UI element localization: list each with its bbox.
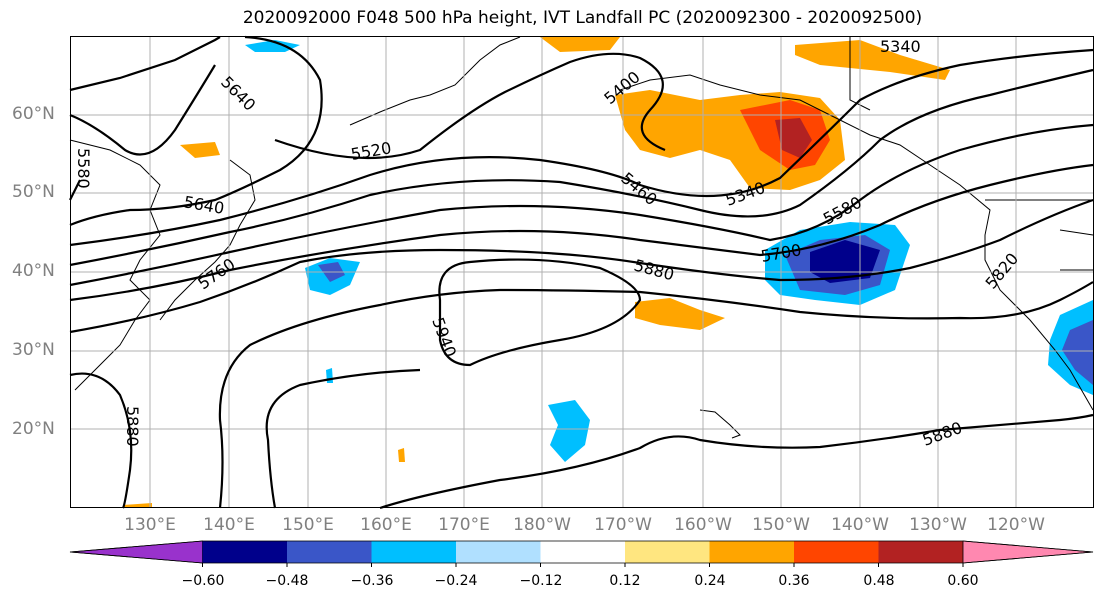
lon-label: 150°E [282, 515, 334, 535]
lon-label: 180°W [513, 515, 571, 535]
colorbar-tick-label: 0.36 [778, 573, 810, 589]
coastline [159, 159, 256, 321]
contour-line [218, 281, 1094, 509]
shade-area [775, 118, 812, 158]
coastlines [69, 36, 1094, 439]
contour-line [69, 64, 216, 156]
map-frame [70, 36, 1094, 508]
shade-area [1062, 320, 1093, 385]
contour-label: 5640 [217, 72, 259, 114]
contour-line [69, 372, 133, 509]
contour-label: 5640 [182, 192, 225, 218]
colorbar-swatch [625, 541, 710, 563]
colorbar-tick-label: −0.24 [434, 573, 478, 589]
lat-label: 50°N [12, 182, 55, 202]
shade-area [180, 142, 220, 158]
contour-label: 5580 [74, 148, 93, 189]
height-contours [69, 35, 1094, 510]
contour-label: 5340 [880, 37, 921, 56]
contour-label: 5460 [617, 169, 660, 210]
colorbar-tick-label: 0.24 [694, 573, 726, 589]
contour-line [69, 35, 323, 227]
coastline [69, 139, 161, 391]
contour-label: 5340 [723, 178, 768, 210]
contour-line [69, 36, 221, 92]
colorbar-swatch [709, 541, 795, 563]
lon-label: 160°W [674, 515, 732, 535]
colorbar-swatch [287, 541, 372, 563]
shade-area [795, 40, 950, 80]
lat-label: 30°N [12, 340, 55, 360]
lon-label: 140°E [203, 515, 255, 535]
coastline [619, 74, 1094, 411]
colorbar-swatch [371, 541, 457, 563]
colorbar-swatch [540, 541, 626, 563]
lat-label: 40°N [12, 261, 55, 281]
contour-label: 5880 [123, 406, 142, 447]
shade-area [245, 40, 300, 52]
contour-line [265, 368, 421, 509]
lon-label: 130°E [124, 515, 176, 535]
lon-label: 170°E [438, 515, 490, 535]
shade-area [540, 37, 620, 52]
colorbar-tick-label: 0.12 [609, 573, 641, 589]
lat-label: 60°N [12, 104, 55, 124]
colorbar-swatch [878, 541, 964, 563]
lon-label: 120°W [987, 515, 1045, 535]
colorbar-tick-label: 0.48 [863, 573, 895, 589]
colorbar-swatch [202, 541, 288, 563]
contour-line [69, 198, 1094, 334]
contour-line [69, 68, 1094, 267]
coastline [699, 409, 741, 439]
contour-line [69, 123, 1094, 287]
contour-line [379, 413, 1094, 510]
coastline [349, 36, 521, 126]
contour-line [438, 258, 642, 367]
map-title: 2020092000 F048 500 hPa height, IVT Land… [242, 8, 923, 28]
shade-area [635, 298, 725, 330]
contour-line [274, 52, 666, 160]
colorbar-tick-label: 0.60 [947, 573, 979, 589]
shade-area [398, 448, 405, 462]
colorbar-tick-label: −0.48 [265, 573, 309, 589]
border [849, 37, 871, 111]
shade-area [123, 503, 152, 508]
contour-line [69, 179, 81, 201]
shade-area [548, 400, 590, 462]
lon-label: 140°W [831, 515, 889, 535]
colorbar-tick-label: −0.36 [350, 573, 394, 589]
colorbar-tick-label: −0.60 [181, 573, 225, 589]
contour-label: 5880 [632, 256, 676, 285]
lon-label: 160°E [360, 515, 412, 535]
lon-label: 130°W [909, 515, 967, 535]
lon-label: 170°W [594, 515, 652, 535]
lon-label: 150°W [752, 515, 810, 535]
lat-label: 20°N [12, 419, 55, 439]
graticule [71, 37, 1093, 507]
contour-label: 5940 [428, 315, 460, 360]
colorbar-swatch [794, 541, 879, 563]
colorbar-swatch [456, 541, 541, 563]
colorbar-extend-high [962, 540, 1094, 564]
colorbar-tick-label: −0.12 [519, 573, 563, 589]
colorbar [69, 540, 1094, 567]
contour-line [69, 163, 1094, 302]
border [1059, 229, 1094, 271]
colorbar-extend-low [69, 540, 203, 564]
contour-line [69, 48, 1094, 247]
contour-label: 5880 [920, 418, 965, 450]
